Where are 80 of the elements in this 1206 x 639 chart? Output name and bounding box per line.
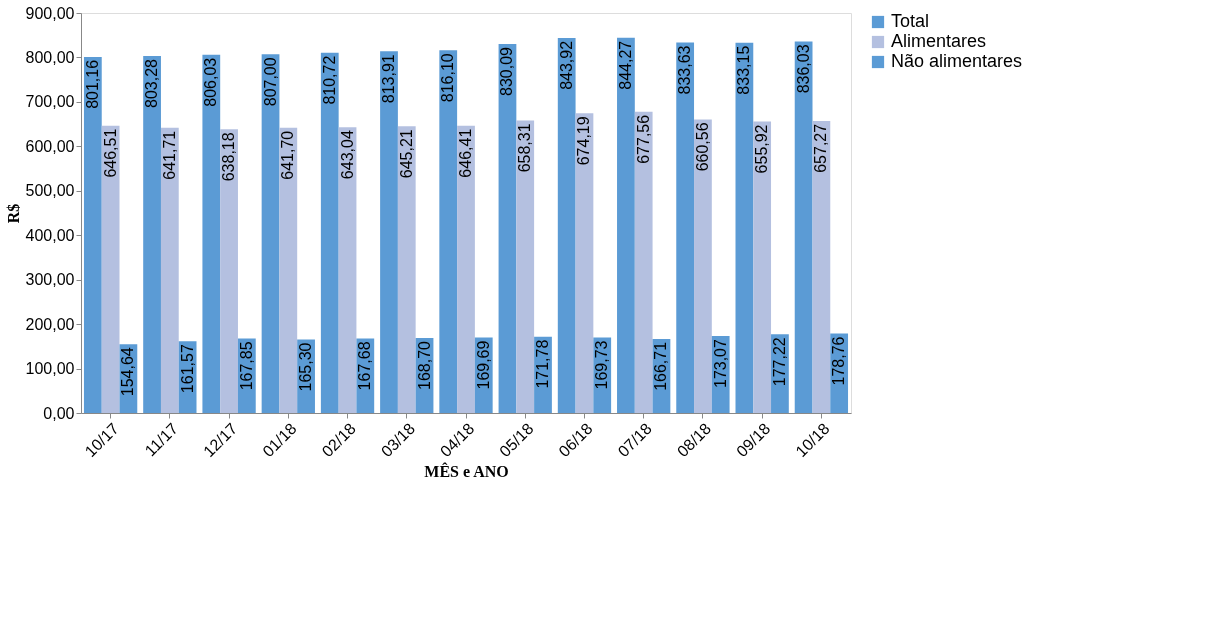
data-label: 830,09 (498, 46, 516, 97)
bar (143, 55, 161, 413)
y-tick-label: 500,00 (25, 182, 75, 200)
y-tick-label: 800,00 (25, 48, 75, 66)
y-tick-label: 200,00 (25, 315, 75, 333)
bar (101, 125, 120, 413)
data-label: 803,28 (143, 58, 161, 108)
bar (516, 120, 535, 413)
bar (676, 42, 695, 413)
y-tick-label: 900,00 (25, 4, 75, 22)
bar (338, 127, 357, 413)
bar (812, 120, 831, 413)
data-label: 166,71 (652, 341, 670, 391)
data-label: 833,63 (676, 45, 694, 95)
data-label: 645,21 (397, 129, 415, 179)
data-label: 836,03 (794, 44, 812, 94)
data-label: 638,18 (220, 132, 238, 182)
bar (220, 129, 238, 413)
y-tick-label: 100,00 (25, 360, 75, 378)
data-label: 844,27 (616, 40, 634, 90)
data-label: 173,07 (711, 338, 729, 389)
y-tick-label: 400,00 (25, 226, 75, 244)
data-label: 167,85 (237, 341, 255, 391)
data-label: 658,31 (516, 123, 534, 173)
bar (397, 126, 416, 413)
data-label: 154,64 (119, 347, 137, 397)
data-label: 169,69 (474, 340, 492, 390)
data-label: 810,72 (320, 55, 338, 105)
data-label: 168,70 (415, 340, 433, 390)
legend-label: Não alimentares (891, 51, 1023, 71)
y-tick-label: 600,00 (25, 137, 75, 155)
data-label: 660,56 (693, 122, 711, 172)
data-label: 813,91 (380, 54, 397, 104)
bar (557, 37, 576, 413)
data-label: 178,76 (830, 336, 848, 386)
data-label: 801,16 (83, 59, 101, 109)
data-label: 641,71 (160, 130, 178, 180)
legend-label: Total (891, 11, 930, 31)
bar (794, 41, 813, 413)
bar (694, 119, 712, 413)
bar (160, 127, 179, 413)
legend-label: Alimentares (891, 31, 987, 51)
y-axis-title: R$ (4, 203, 22, 224)
bar (83, 56, 102, 413)
data-label: 806,03 (202, 57, 220, 107)
data-label: 843,92 (557, 40, 575, 90)
bar (575, 113, 594, 413)
data-label: 177,22 (770, 337, 788, 387)
data-label: 643,04 (338, 130, 356, 180)
bar (439, 50, 458, 413)
bar (753, 121, 772, 413)
data-label: 674,19 (575, 116, 593, 166)
bar (202, 54, 221, 413)
bar (498, 44, 517, 413)
x-axis-title: MÊS e ANO (424, 462, 509, 481)
data-label: 169,73 (593, 340, 611, 390)
bar (735, 42, 754, 413)
y-tick-label: 700,00 (25, 93, 75, 111)
data-label: 646,51 (101, 128, 119, 178)
data-label: 677,56 (634, 114, 652, 164)
y-tick-label: 300,00 (25, 271, 75, 289)
bar (617, 37, 635, 413)
y-tick-label: 0,00 (43, 404, 75, 422)
data-label: 167,68 (356, 341, 374, 391)
data-label: 807,00 (261, 57, 279, 107)
data-label: 655,92 (753, 124, 771, 174)
data-label: 161,57 (178, 344, 196, 394)
bar (457, 125, 475, 413)
bar (261, 54, 280, 413)
bar (380, 51, 398, 413)
data-label: 833,15 (735, 45, 753, 95)
data-label: 816,10 (439, 53, 457, 103)
data-label: 641,70 (279, 130, 297, 180)
data-label: 646,41 (457, 128, 474, 178)
data-label: 657,27 (812, 123, 830, 173)
data-label: 171,78 (534, 339, 551, 389)
bar (634, 111, 653, 413)
bar (320, 52, 339, 413)
data-label: 165,30 (297, 342, 315, 392)
bar (279, 127, 298, 413)
